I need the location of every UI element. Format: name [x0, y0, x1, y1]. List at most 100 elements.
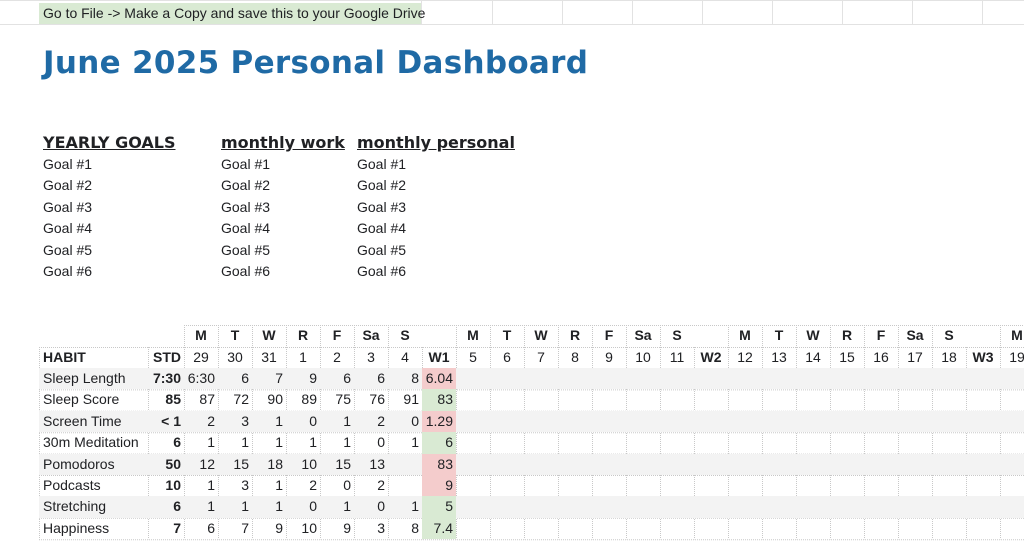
habit-day-value[interactable]	[830, 389, 864, 410]
habit-day-value[interactable]	[898, 432, 932, 453]
habit-day-value[interactable]	[626, 475, 660, 496]
habit-day-value[interactable]	[898, 454, 932, 475]
habit-day-value[interactable]	[796, 518, 830, 539]
date-4[interactable]: 4	[401, 349, 409, 365]
habit-day-value[interactable]: 7	[241, 519, 249, 536]
day-of-week-M[interactable]: M	[739, 327, 751, 343]
date-30[interactable]: 30	[227, 349, 243, 365]
habit-day-value[interactable]: 6	[343, 370, 351, 386]
day-of-week-W[interactable]: W	[534, 327, 548, 343]
habit-day-value[interactable]: 18	[267, 455, 283, 472]
habit-day-value[interactable]: 2	[377, 477, 385, 493]
habit-day-value[interactable]	[558, 411, 592, 432]
habit-day-value[interactable]	[626, 389, 660, 410]
habit-day-value[interactable]	[898, 475, 932, 496]
habit-day-value[interactable]: 3	[377, 519, 385, 536]
habit-day-value[interactable]	[796, 454, 830, 475]
habit-day-value[interactable]	[660, 411, 694, 432]
date-15[interactable]: 15	[839, 349, 855, 365]
habit-day-value[interactable]	[626, 368, 660, 389]
habit-day-value[interactable]	[898, 496, 932, 517]
habit-day-value[interactable]	[490, 475, 524, 496]
habit-day-value[interactable]: 15	[335, 455, 351, 472]
habit-day-value[interactable]	[762, 389, 796, 410]
habit-day-value[interactable]	[1000, 389, 1024, 410]
habit-day-value[interactable]	[898, 368, 932, 389]
habit-day-value[interactable]	[388, 454, 422, 475]
day-of-week-W[interactable]: W	[806, 327, 820, 343]
day-of-week-M[interactable]: M	[195, 327, 207, 343]
day-of-week-S[interactable]: S	[672, 327, 682, 343]
habit-day-value[interactable]	[932, 368, 966, 389]
habit-day-value[interactable]: 1	[241, 498, 249, 515]
habit-day-value[interactable]	[456, 368, 490, 389]
habit-day-value[interactable]: 0	[309, 498, 317, 515]
habit-day-value[interactable]	[524, 411, 558, 432]
habit-day-value[interactable]	[524, 454, 558, 475]
habit-day-value[interactable]: 10	[301, 519, 317, 536]
week-summary-empty[interactable]	[966, 454, 1000, 475]
habit-day-value[interactable]	[1000, 496, 1024, 517]
habit-day-value[interactable]	[592, 411, 626, 432]
habit-day-value[interactable]	[796, 389, 830, 410]
date-13[interactable]: 13	[771, 349, 787, 365]
habit-day-value[interactable]	[524, 518, 558, 539]
habit-day-value[interactable]: 91	[403, 391, 419, 408]
habit-day-value[interactable]	[796, 496, 830, 517]
habit-day-value[interactable]	[1000, 454, 1024, 475]
habit-day-value[interactable]	[456, 475, 490, 496]
habit-day-value[interactable]	[796, 475, 830, 496]
habit-day-value[interactable]: 0	[377, 434, 385, 451]
habit-day-value[interactable]	[898, 518, 932, 539]
week-summary-empty[interactable]	[694, 518, 728, 539]
habit-day-value[interactable]	[762, 411, 796, 432]
day-of-week-S[interactable]: S	[400, 327, 410, 343]
habit-day-value[interactable]: 76	[369, 391, 385, 408]
week-1-summary[interactable]: 6	[422, 432, 456, 454]
habit-day-value[interactable]	[660, 518, 694, 539]
habit-day-value[interactable]: 1	[343, 498, 351, 515]
habit-day-value[interactable]	[524, 432, 558, 453]
week-summary-header-W3[interactable]: W3	[972, 349, 994, 365]
date-5[interactable]: 5	[469, 349, 477, 365]
habit-day-value[interactable]	[626, 454, 660, 475]
habit-day-value[interactable]	[932, 475, 966, 496]
work-goal-1[interactable]: Goal #1	[221, 156, 271, 172]
habit-day-value[interactable]: 1	[343, 412, 351, 429]
habit-day-value[interactable]: 3	[241, 477, 249, 493]
habit-day-value[interactable]	[524, 475, 558, 496]
week-1-summary[interactable]: 83	[422, 453, 456, 475]
yearly-goal-2[interactable]: Goal #2	[43, 177, 93, 194]
work-goal-5[interactable]: Goal #5	[221, 241, 271, 258]
habit-day-value[interactable]	[660, 389, 694, 410]
week-summary-empty[interactable]	[966, 432, 1000, 453]
yearly-goal-3[interactable]: Goal #3	[43, 198, 93, 215]
yearly-goals-heading[interactable]: YEARLY GOALS	[43, 133, 176, 152]
habit-day-value[interactable]	[456, 411, 490, 432]
habit-day-value[interactable]: 1	[275, 434, 283, 451]
habit-day-value[interactable]	[1000, 432, 1024, 453]
habit-day-value[interactable]	[728, 475, 762, 496]
habit-day-value[interactable]	[660, 454, 694, 475]
date-11[interactable]: 11	[669, 349, 685, 365]
habit-day-value[interactable]	[728, 454, 762, 475]
day-of-week-R[interactable]: R	[841, 327, 853, 343]
day-of-week-F[interactable]: F	[332, 327, 342, 343]
week-summary-empty[interactable]	[966, 389, 1000, 410]
personal-goal-2[interactable]: Goal #2	[357, 177, 407, 194]
habit-day-value[interactable]	[796, 432, 830, 453]
habit-name[interactable]: Sleep Length	[43, 370, 126, 386]
week-summary-header-W2[interactable]: W2	[700, 349, 722, 365]
habit-day-value[interactable]	[490, 496, 524, 517]
habit-day-value[interactable]	[864, 411, 898, 432]
habit-day-value[interactable]: 0	[411, 412, 419, 429]
habit-day-value[interactable]	[490, 518, 524, 539]
week-summary-empty[interactable]	[966, 475, 1000, 496]
habit-name[interactable]: Podcasts	[43, 477, 101, 493]
habit-day-value[interactable]: 1	[275, 498, 283, 515]
date-8[interactable]: 8	[571, 349, 579, 365]
habit-day-value[interactable]	[524, 496, 558, 517]
habit-standard[interactable]: 6	[173, 434, 181, 451]
week-summary-empty[interactable]	[966, 411, 1000, 432]
day-of-week-M[interactable]: M	[467, 327, 479, 343]
